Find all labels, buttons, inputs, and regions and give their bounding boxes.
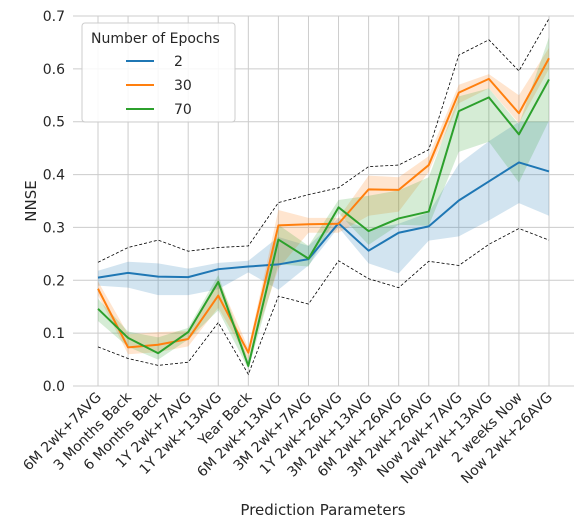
legend-box <box>81 22 236 123</box>
legend-label-70: 70 <box>174 102 192 118</box>
legend-title: Number of Epochs <box>91 31 220 47</box>
y-tick-label: 0.2 <box>43 273 65 289</box>
y-tick-label: 0.5 <box>43 115 65 131</box>
y-tick-label: 0.6 <box>43 62 65 78</box>
confidence-band-2 <box>98 121 549 296</box>
y-tick-label: 0.7 <box>43 9 65 25</box>
series-lines <box>97 57 550 367</box>
confidence-band-70 <box>98 37 549 370</box>
envelope-lower-line <box>97 228 550 376</box>
legend: Number of Epochs 2 30 70 <box>81 22 236 123</box>
confidence-bands <box>98 37 549 370</box>
y-tick-label: 0.0 <box>43 379 65 395</box>
y-tick-label: 0.4 <box>43 168 65 184</box>
series-line-70 <box>97 78 550 367</box>
legend-label-2: 2 <box>174 54 183 70</box>
envelope-upper-line <box>97 18 550 263</box>
y-axis-label: NNSE <box>22 180 40 221</box>
x-axis-label: Prediction Parameters <box>240 501 405 519</box>
y-tick-label: 0.3 <box>43 220 65 236</box>
series-line-2 <box>97 161 550 279</box>
y-tick-label: 0.1 <box>43 326 65 342</box>
y-tick-labels: 0.0 0.1 0.2 0.3 0.4 0.5 0.6 0.7 <box>43 9 65 395</box>
legend-label-30: 30 <box>174 78 192 94</box>
envelope-lines <box>97 18 550 376</box>
